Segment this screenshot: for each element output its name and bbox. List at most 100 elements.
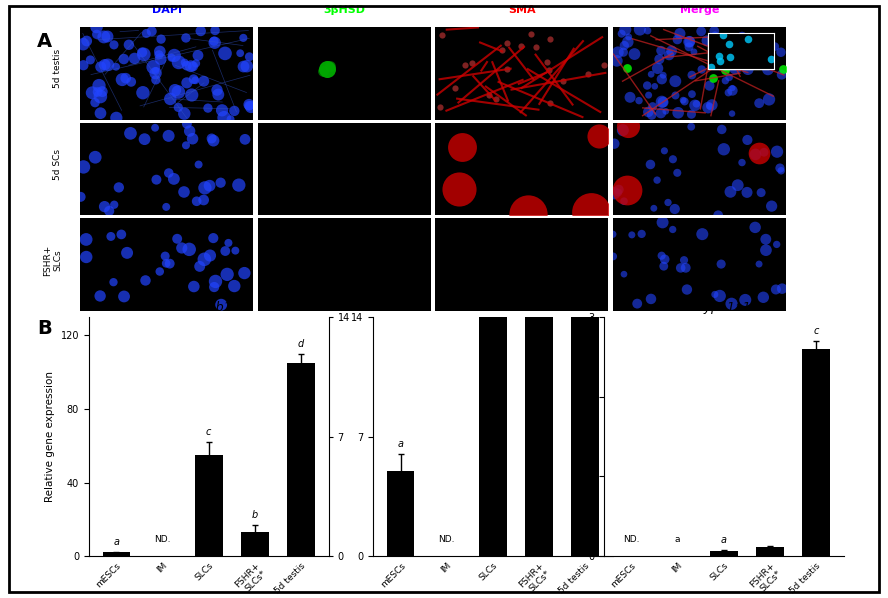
Point (543, 99, 557, 108)
Point (708, 30, 722, 39)
Point (644, 294, 658, 304)
Point (93, 62, 107, 72)
Point (122, 40, 136, 50)
Point (435, 30, 449, 39)
Title: Cyp11a1: Cyp11a1 (696, 301, 751, 315)
Point (228, 246, 242, 255)
Point (206, 233, 220, 243)
Title: Hsd3b1: Hsd3b1 (185, 301, 233, 315)
Point (204, 134, 218, 144)
Point (617, 41, 631, 50)
Point (725, 299, 739, 309)
Point (215, 105, 229, 115)
Point (610, 56, 624, 66)
Point (148, 123, 163, 133)
Point (178, 109, 192, 118)
Text: ND.: ND. (623, 535, 639, 544)
Point (162, 168, 176, 178)
Point (208, 38, 222, 48)
Text: Merge: Merge (679, 5, 719, 15)
Point (457, 60, 472, 69)
Point (238, 135, 252, 144)
Point (556, 76, 570, 86)
Point (162, 131, 176, 141)
Point (717, 145, 731, 154)
Point (666, 225, 680, 234)
Point (617, 270, 631, 279)
Point (674, 263, 688, 273)
Point (676, 96, 690, 105)
Point (135, 48, 149, 57)
Point (731, 181, 745, 190)
Point (189, 197, 203, 206)
Point (152, 50, 166, 60)
Point (645, 110, 659, 120)
Point (768, 42, 782, 51)
Point (689, 99, 703, 109)
Point (632, 96, 646, 105)
Point (208, 26, 222, 35)
Point (74, 192, 88, 202)
Point (85, 88, 99, 97)
Point (670, 35, 685, 44)
Point (145, 26, 159, 36)
Point (752, 260, 766, 269)
Point (97, 32, 111, 42)
Point (128, 54, 142, 63)
Point (116, 54, 131, 64)
Point (136, 88, 150, 97)
Point (149, 75, 163, 85)
Text: FSHR+
SLCs: FSHR+ SLCs (43, 245, 62, 276)
Point (211, 90, 226, 99)
Text: B: B (37, 319, 52, 338)
Text: 3βHSD: 3βHSD (323, 5, 365, 15)
Point (654, 46, 668, 56)
Point (723, 54, 737, 63)
Point (194, 26, 208, 36)
Point (669, 91, 683, 100)
Point (711, 210, 725, 220)
Point (718, 76, 733, 86)
Point (627, 49, 641, 59)
Point (708, 289, 722, 299)
Point (202, 251, 217, 260)
Point (171, 57, 186, 67)
Point (88, 98, 102, 108)
Point (640, 81, 654, 90)
Point (153, 267, 167, 276)
Point (214, 300, 228, 310)
Point (738, 295, 752, 305)
Point (752, 99, 766, 108)
Point (220, 270, 234, 279)
Point (633, 25, 647, 34)
Point (722, 39, 736, 49)
Point (242, 100, 256, 109)
Point (607, 188, 622, 198)
Point (669, 77, 683, 86)
Point (213, 178, 227, 187)
Point (612, 185, 626, 194)
Point (496, 45, 510, 55)
Point (168, 86, 182, 95)
Bar (194, 455, 223, 556)
Bar (756, 547, 784, 556)
Point (177, 187, 191, 197)
Point (520, 209, 535, 219)
Point (775, 284, 789, 294)
Point (448, 83, 462, 92)
Point (244, 102, 258, 112)
Point (98, 60, 112, 69)
Point (186, 74, 201, 84)
Point (773, 163, 787, 173)
Point (651, 63, 665, 73)
Point (182, 245, 196, 254)
Point (769, 285, 783, 294)
Point (741, 35, 756, 44)
Point (80, 36, 94, 46)
Point (207, 36, 221, 46)
Point (179, 61, 194, 71)
Point (102, 206, 116, 216)
Point (192, 160, 206, 169)
Point (641, 107, 655, 117)
Point (109, 62, 123, 72)
